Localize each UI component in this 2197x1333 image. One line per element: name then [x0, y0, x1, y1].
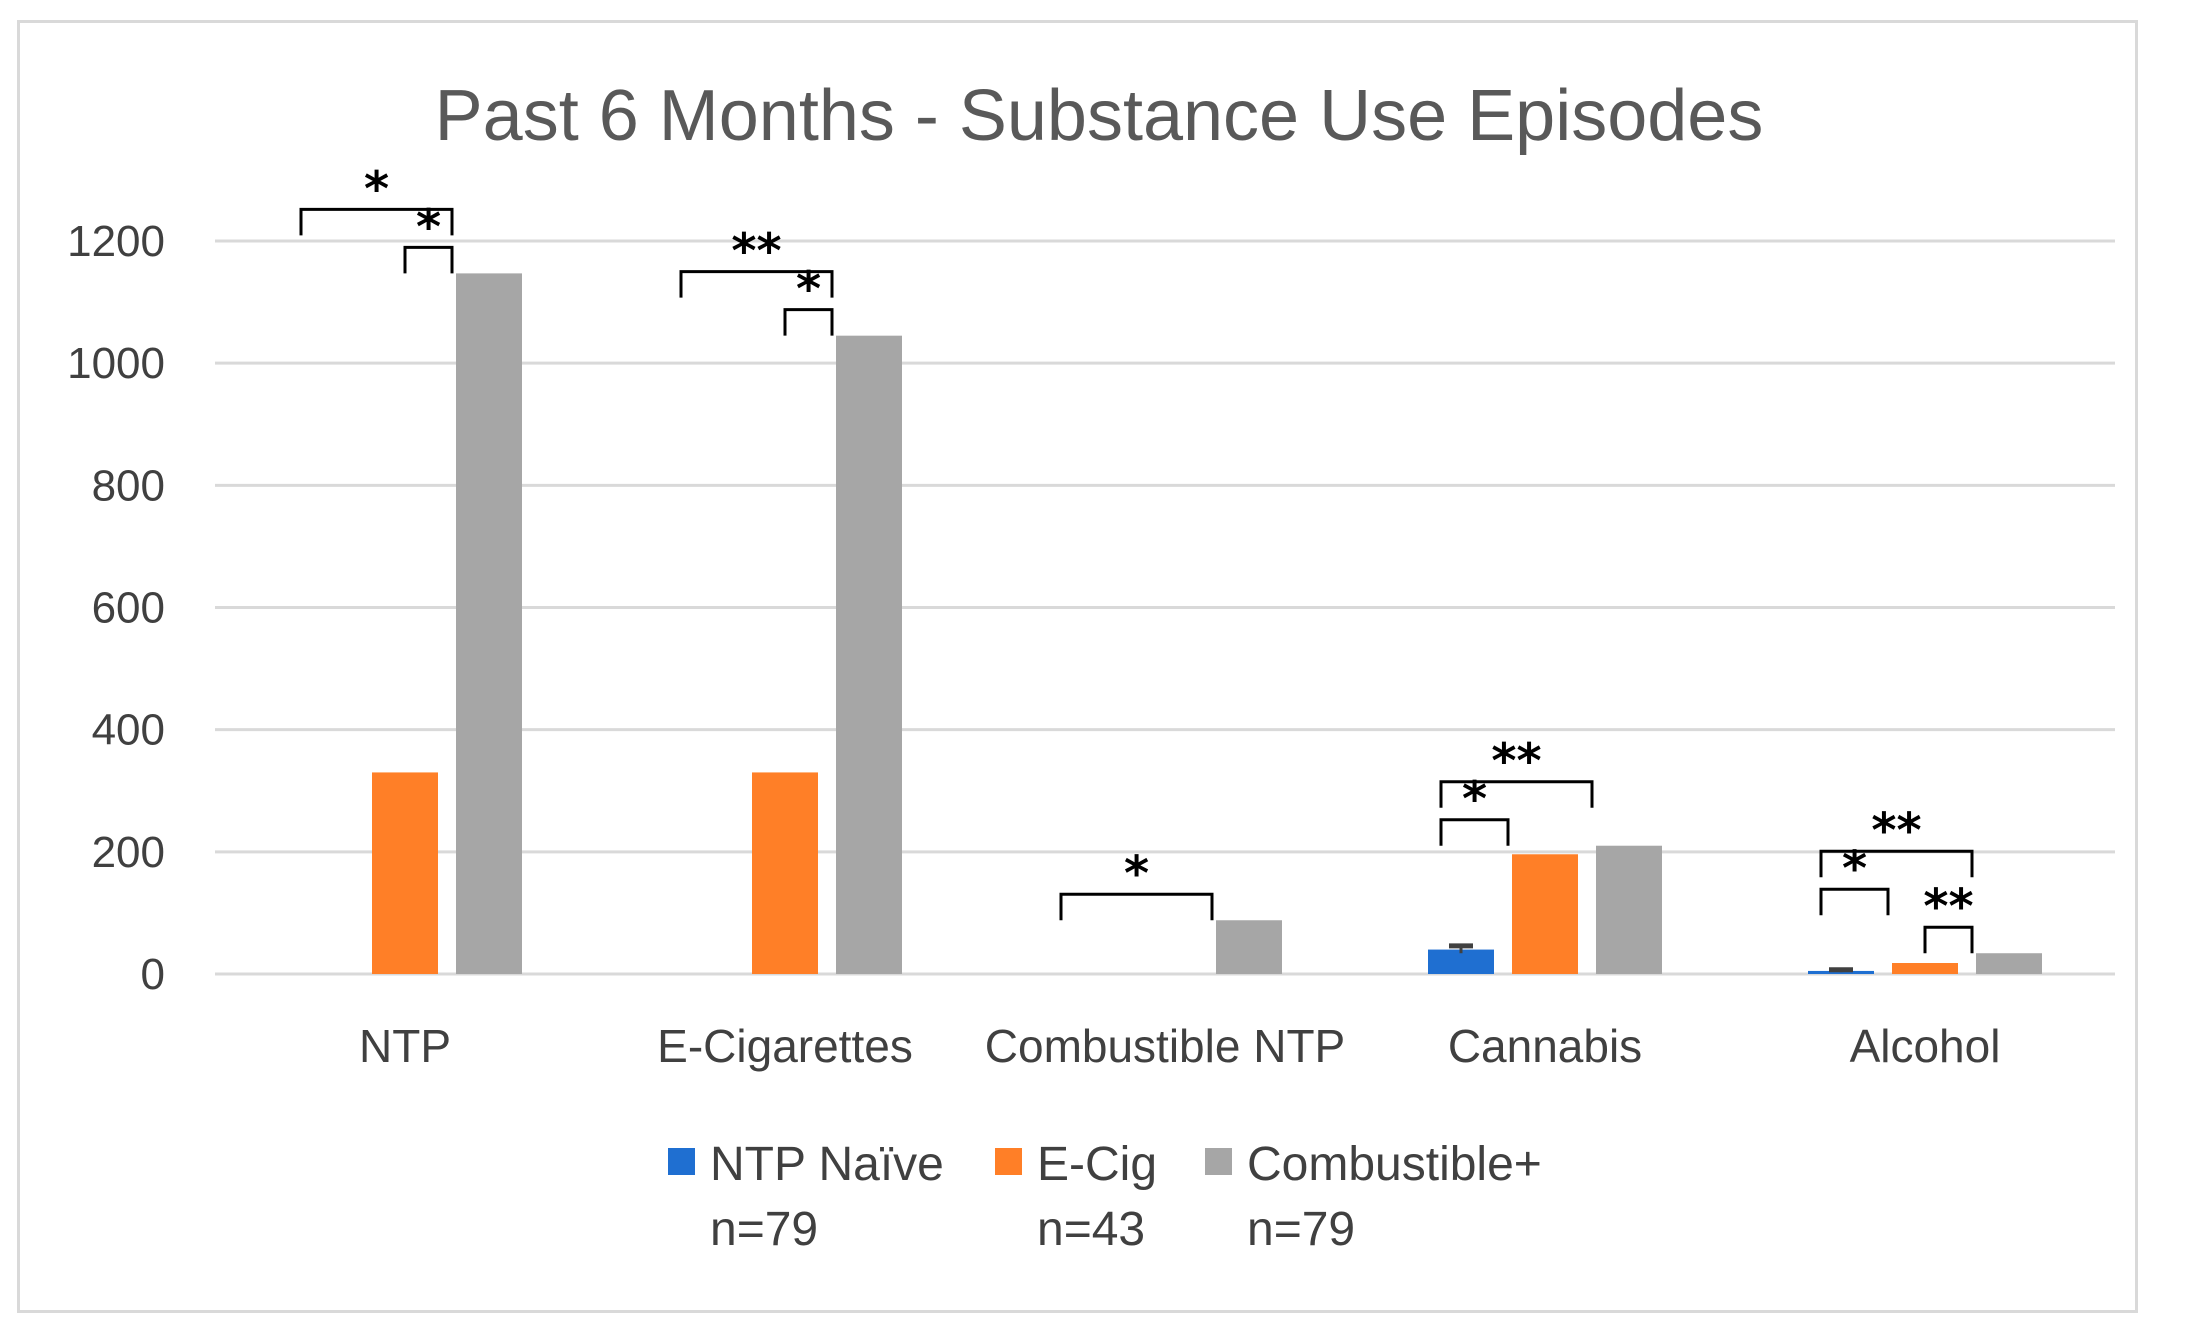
bar: [1892, 963, 1958, 974]
legend-sample-size: n=79: [1247, 1203, 1355, 1256]
significance-label: *: [1124, 846, 1149, 902]
significance-label: *: [364, 161, 389, 217]
legend-label: NTP Naïve: [710, 1138, 944, 1191]
significance-label: **: [1491, 734, 1541, 790]
significance-bracket: [1439, 780, 1594, 808]
y-axis-ticks: 0 200 400 600 800 1000 1200: [67, 217, 165, 999]
bar: [1512, 854, 1578, 974]
significance-label: **: [731, 224, 781, 280]
y-tick-label: 400: [92, 706, 165, 755]
significance-bracket: [1059, 892, 1214, 921]
y-tick-label: 200: [92, 828, 165, 877]
significance-bracket: [1819, 849, 1974, 878]
bar: [752, 772, 818, 974]
legend-swatch: [1205, 1148, 1232, 1175]
significance-label: **: [1923, 879, 1973, 935]
significance-label: *: [416, 199, 441, 255]
legend-swatch: [668, 1148, 695, 1175]
category-label: Alcohol: [1850, 1020, 2001, 1072]
bar: [1808, 970, 1874, 974]
legend-label: Combustible+: [1247, 1138, 1542, 1191]
significance-label: *: [1462, 772, 1487, 828]
bar: [1216, 920, 1282, 974]
significance-annotations: **************: [299, 161, 1974, 954]
significance-bracket: [1819, 887, 1890, 916]
significance-bracket: [1439, 818, 1510, 846]
y-tick-label: 1000: [67, 339, 165, 388]
bar: [372, 772, 438, 974]
category-label: NTP: [359, 1020, 451, 1072]
bar: [1976, 953, 2042, 974]
legend-swatch: [995, 1148, 1022, 1175]
legend-sample-size: n=43: [1037, 1203, 1145, 1256]
y-tick-label: 0: [141, 950, 165, 999]
bars: [372, 273, 2042, 975]
category-label: Combustible NTP: [985, 1020, 1345, 1072]
category-label: E-Cigarettes: [657, 1020, 913, 1072]
significance-label: *: [796, 262, 821, 318]
bar: [456, 273, 522, 975]
x-axis-labels: NTP E-Cigarettes Combustible NTP Cannabis Al…: [359, 1020, 2000, 1072]
significance-bracket: [783, 308, 834, 336]
chart-frame: [17, 20, 2138, 1313]
significance-bracket: [403, 245, 454, 274]
bar: [1596, 845, 1662, 974]
chart-title: Past 6 Months - Substance Use Episodes: [435, 76, 1764, 156]
category-label: Cannabis: [1448, 1020, 1642, 1072]
legend-label: E-Cig: [1037, 1138, 1157, 1191]
legend: NTP Naïve n=79 E-Cig n=43 Combustible+ n=79: [668, 1138, 1542, 1256]
legend-sample-size: n=79: [710, 1203, 818, 1256]
y-tick-label: 800: [92, 461, 165, 510]
y-tick-label: 1200: [67, 217, 165, 266]
significance-bracket: [679, 270, 834, 298]
bar: [1428, 949, 1494, 974]
significance-label: *: [1842, 841, 1867, 897]
error-bars: [1449, 943, 1853, 973]
y-tick-label: 600: [92, 584, 165, 633]
bar: [836, 335, 902, 974]
significance-bracket: [299, 207, 454, 236]
gridlines: [215, 239, 2115, 976]
significance-bracket: [1923, 925, 1974, 954]
significance-label: **: [1871, 803, 1921, 859]
